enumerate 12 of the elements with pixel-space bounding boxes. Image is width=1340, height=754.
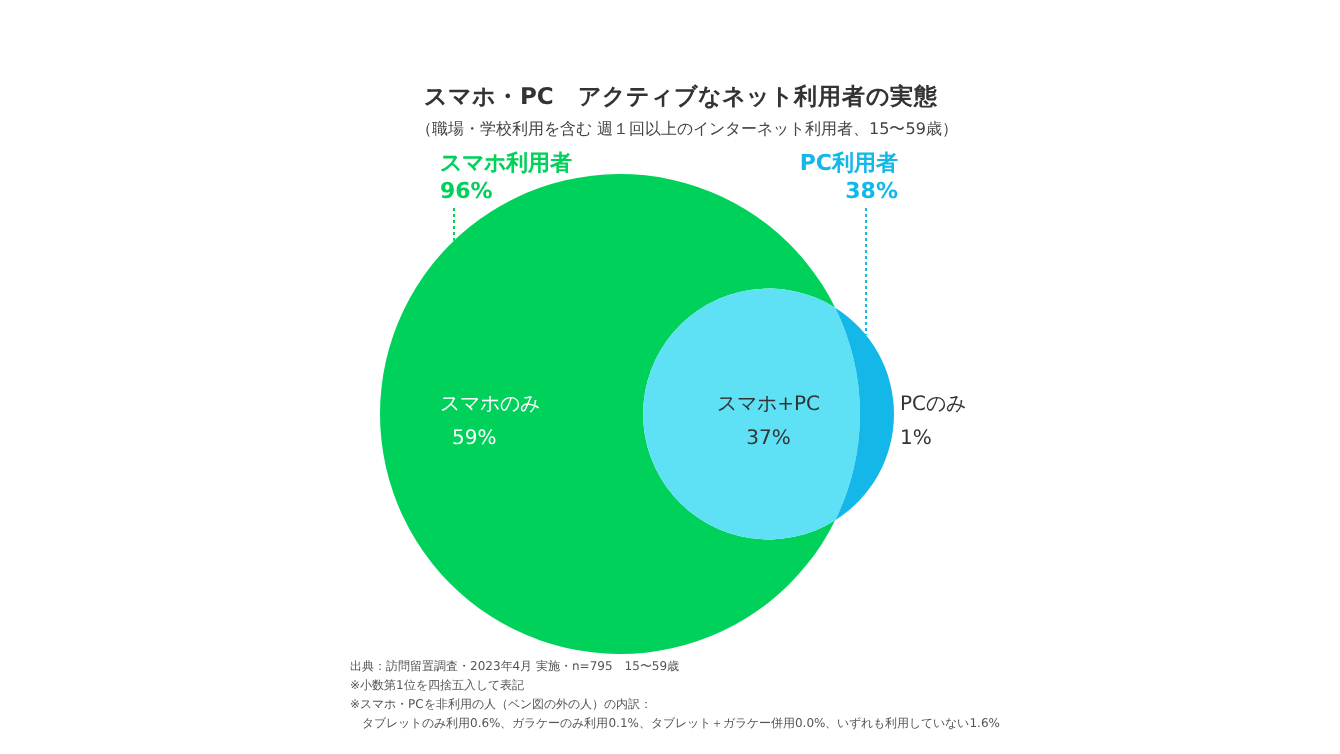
data-label: 96% xyxy=(440,178,493,204)
data-label: 1% xyxy=(900,428,932,450)
category-label: PCのみ xyxy=(900,394,967,416)
category-label: スマホ+PC xyxy=(717,394,820,416)
category-label: スマホのみ xyxy=(440,394,540,416)
category-label: PC利用者 xyxy=(799,150,898,176)
text: （職場・学校利用を含む 週１回以上のインターネット利用者、15〜59歳） xyxy=(416,120,958,138)
category-label: スマホ利用者 xyxy=(440,150,572,176)
data-label: 38% xyxy=(845,178,898,204)
text: スマホ・PC アクティブなネット利用者の実態 xyxy=(424,82,940,110)
data-label: 59% xyxy=(452,428,497,450)
data-label: 37% xyxy=(746,428,791,450)
